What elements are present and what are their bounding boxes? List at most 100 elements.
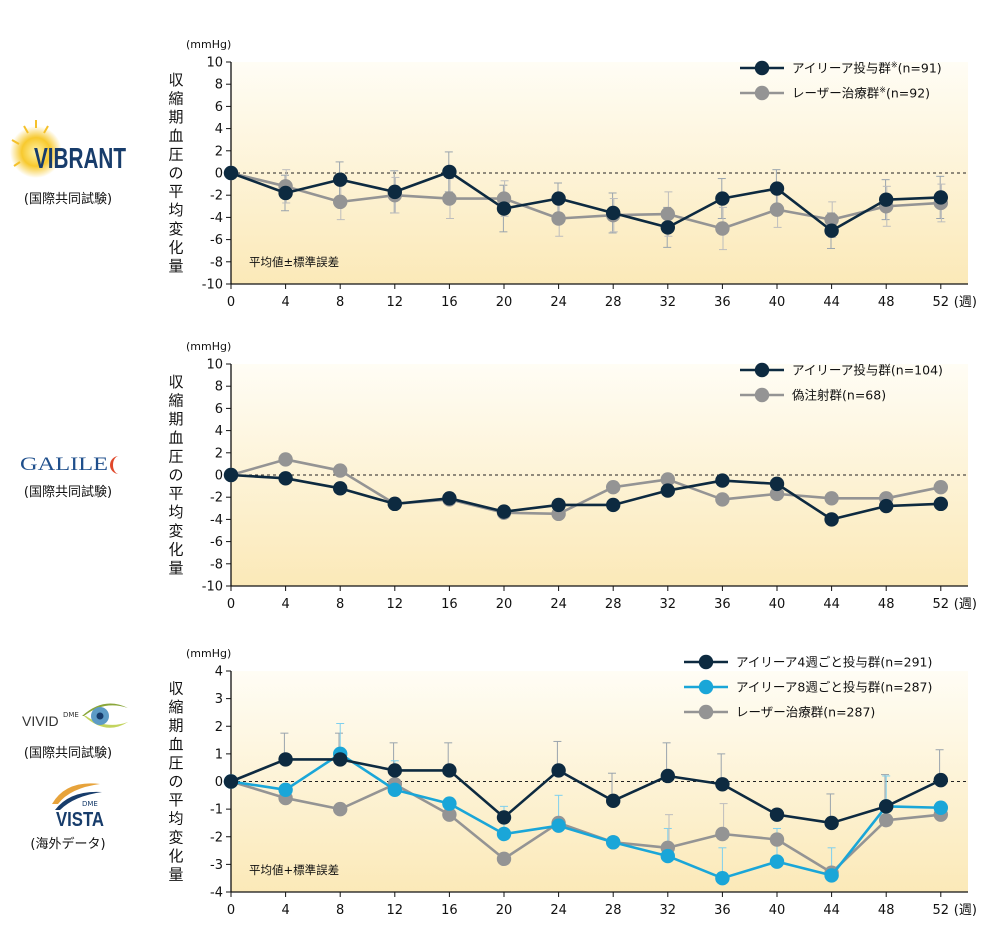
y-axis-title: 収縮期血圧の平均変化量 [168, 71, 183, 275]
x-tick-label: 28 [605, 903, 622, 918]
swoosh-icon [52, 783, 100, 804]
legend-item-1: アイリーア投与群(n=104) [740, 363, 943, 378]
x-tick-label: 12 [387, 597, 404, 612]
y-tick-label: 10 [206, 56, 223, 71]
data-point [769, 476, 785, 492]
x-tick-label: 24 [550, 295, 567, 310]
data-point [660, 848, 675, 864]
y-tick-label: 0 [215, 775, 223, 790]
data-point [879, 799, 894, 814]
x-tick-label: 36 [714, 903, 731, 918]
x-tick-label: 36 [714, 295, 731, 310]
y-tick-label: 8 [215, 78, 223, 93]
x-unit-label: (週) [954, 295, 977, 310]
x-tick-label: 12 [387, 903, 404, 918]
legend-item-1: アイリーア投与群※(n=91) [740, 61, 942, 76]
x-tick-label: 4 [281, 597, 289, 612]
data-point [333, 194, 348, 210]
data-point [278, 752, 293, 767]
vibrant-logo: VIBRANT [10, 120, 126, 178]
data-point [824, 512, 839, 527]
data-point [278, 471, 293, 486]
x-tick-label: 8 [336, 597, 344, 612]
legend-swatch-marker [698, 704, 714, 720]
data-point [879, 498, 894, 514]
data-point [278, 185, 293, 201]
data-point [442, 491, 457, 506]
vivid-logo: VIVID DME [22, 703, 128, 729]
x-tick-label: 4 [281, 903, 289, 918]
data-point [660, 768, 675, 784]
eye-icon [82, 703, 128, 728]
data-point [333, 481, 348, 496]
data-point [933, 190, 948, 205]
data-point [551, 191, 566, 206]
data-point [223, 774, 239, 789]
data-point [496, 504, 512, 519]
series-1 [223, 467, 948, 527]
data-point [933, 496, 948, 512]
y-tick-label: 2 [215, 144, 223, 159]
data-point [660, 220, 675, 235]
x-tick-label: 40 [769, 295, 786, 310]
data-point [387, 782, 402, 797]
data-point [769, 832, 785, 847]
x-tick-label: 24 [550, 597, 567, 612]
data-point [387, 496, 402, 512]
data-point [333, 172, 348, 187]
data-point [769, 181, 785, 196]
legend-item-3: レーザー治療群(n=287) [684, 705, 875, 720]
data-point [879, 812, 894, 828]
x-tick-label: 28 [605, 597, 622, 612]
data-point [824, 491, 839, 506]
vista-logo: VISTA DME [52, 783, 104, 831]
x-tick-label: 0 [227, 903, 235, 918]
x-tick-label: 48 [878, 295, 895, 310]
x-tick-label: 12 [387, 295, 404, 310]
vivid-logo-text: VIVID [22, 713, 59, 729]
legend-swatch-marker [754, 60, 770, 76]
series-line [230, 458, 942, 516]
series-1 [223, 752, 948, 831]
y-tick-label: 8 [215, 380, 223, 395]
y-tick-label: 1 [215, 747, 223, 762]
y-tick-label: 4 [215, 665, 223, 680]
x-tick-label: 20 [496, 903, 513, 918]
x-tick-label: 32 [660, 597, 677, 612]
vivid-caption: (国際共同試験) [24, 745, 112, 761]
data-point [769, 486, 785, 502]
vista-logo-sup: DME [82, 800, 98, 808]
legend-label: アイリーア投与群※(n=91) [792, 61, 942, 76]
data-point [442, 763, 457, 778]
data-point [606, 835, 621, 850]
series-line [230, 752, 941, 880]
data-point [606, 793, 621, 809]
legend: アイリーア4週ごと投与群(n=291) アイリーア8週ごと投与群(n=287) レー… [684, 655, 932, 720]
error-note: 平均値+標準誤差 [249, 863, 339, 877]
data-point [660, 472, 675, 487]
y-tick-label: -2 [210, 830, 223, 845]
data-point [333, 801, 348, 817]
data-point [715, 870, 730, 886]
x-unit-label: (週) [954, 903, 977, 918]
legend-swatch-marker [754, 85, 770, 101]
vibrant-caption: (国際共同試験) [24, 191, 112, 207]
data-point [606, 497, 621, 513]
legend-label: 偽注射群(n=68) [792, 388, 886, 403]
x-tick-label: 36 [714, 597, 731, 612]
data-point [660, 483, 675, 498]
data-point [333, 752, 348, 767]
y-tick-label: -8 [210, 255, 223, 270]
x-tick-label: 48 [878, 903, 895, 918]
x-tick-label: 52 [933, 295, 950, 310]
legend-label: アイリーア4週ごと投与群(n=291) [736, 655, 932, 670]
y-tick-label: 3 [215, 692, 223, 707]
data-point [606, 205, 621, 221]
data-point [496, 191, 512, 206]
vivid-logo-sup: DME [63, 711, 79, 719]
y-tick-label: 2 [215, 720, 223, 735]
legend-label: レーザー治療群(n=287) [736, 705, 875, 720]
